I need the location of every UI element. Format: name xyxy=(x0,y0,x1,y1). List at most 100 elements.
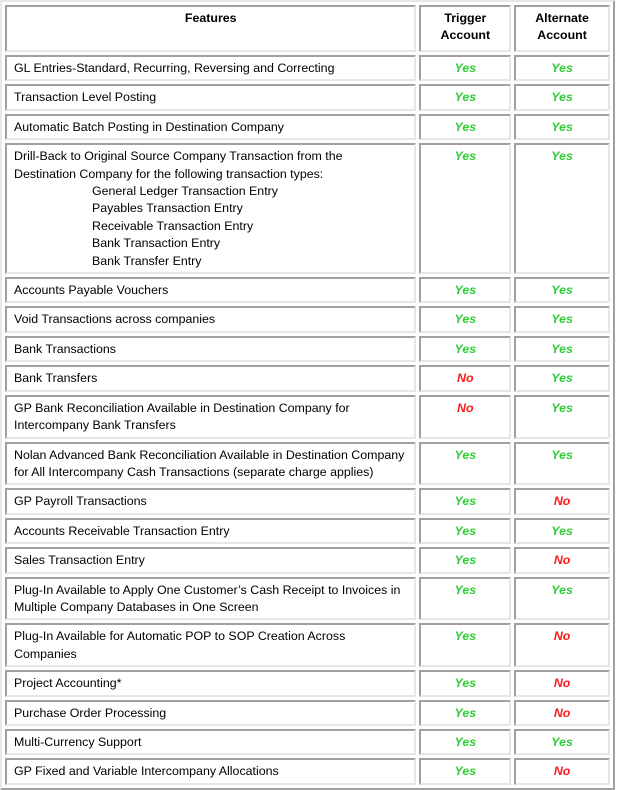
alternate-account-header: Alternate Account xyxy=(514,5,610,52)
feature-text: Plug-In Available for Automatic POP to S… xyxy=(14,629,346,661)
feature-cell: Sales Transaction Entry xyxy=(5,547,417,574)
alternate-account-value: Yes xyxy=(514,441,610,486)
table-row: GP Bank Reconciliation Available in Dest… xyxy=(5,394,610,439)
table-row: GP Fixed and Variable Intercompany Alloc… xyxy=(5,758,610,785)
alternate-account-value: Yes xyxy=(514,394,610,439)
feature-text: Transaction Level Posting xyxy=(14,90,157,105)
table-row: Accounts Payable Vouchers Yes Yes xyxy=(5,277,610,304)
feature-text: Void Transactions across companies xyxy=(14,312,216,327)
feature-cell: Accounts Payable Vouchers xyxy=(5,277,417,304)
feature-text: Bank Transfers xyxy=(14,371,98,386)
alternate-account-value: No xyxy=(514,670,610,697)
trigger-account-value: Yes xyxy=(419,728,512,756)
trigger-account-value: Yes xyxy=(419,84,512,111)
feature-cell: GL Entries-Standard, Recurring, Reversin… xyxy=(5,55,417,82)
table-row: Transaction Level Posting Yes Yes xyxy=(5,84,610,111)
trigger-account-value: Yes xyxy=(419,758,512,785)
feature-text: GP Payroll Transactions xyxy=(14,494,147,509)
alternate-account-value: Yes xyxy=(514,55,610,82)
alternate-account-value: No xyxy=(514,547,610,574)
alternate-account-value: No xyxy=(514,488,610,515)
alternate-account-value: Yes xyxy=(514,143,610,275)
alternate-account-value: Yes xyxy=(514,517,610,545)
alternate-account-value: Yes xyxy=(514,306,610,333)
alternate-account-value: Yes xyxy=(514,277,610,304)
feature-cell: GP Payroll Transactions xyxy=(5,488,417,515)
trigger-account-value: Yes xyxy=(419,441,512,486)
feature-text: Purchase Order Processing xyxy=(14,705,167,720)
feature-cell: Automatic Batch Posting in Destination C… xyxy=(5,113,417,141)
transaction-type-item: Bank Transfer Entry xyxy=(92,253,202,268)
trigger-account-value: Yes xyxy=(419,55,512,82)
table-row: Drill-Back to Original Source Company Tr… xyxy=(5,143,610,275)
table-row: Purchase Order Processing Yes No xyxy=(5,699,610,726)
feature-cell: GP Fixed and Variable Intercompany Alloc… xyxy=(5,758,417,785)
feature-cell: Bank Transactions xyxy=(5,335,417,363)
feature-cell: GP Bank Reconciliation Available in Dest… xyxy=(5,394,417,439)
trigger-account-value: Yes xyxy=(419,488,512,515)
feature-cell: Void Transactions across companies xyxy=(5,306,417,333)
table-row: Bank Transfers No Yes xyxy=(5,365,610,392)
trigger-account-header: Trigger Account xyxy=(419,5,512,52)
transaction-type-item: Payables Transaction Entry xyxy=(92,201,243,216)
feature-cell: Nolan Advanced Bank Reconciliation Avail… xyxy=(5,441,417,486)
feature-text: Multi-Currency Support xyxy=(14,734,142,749)
table-row: Project Accounting* Yes No xyxy=(5,670,610,697)
feature-cell: Transaction Level Posting xyxy=(5,84,417,111)
trigger-account-value: Yes xyxy=(419,699,512,726)
feature-text: Drill-Back to Original Source Company Tr… xyxy=(14,149,343,181)
trigger-account-value: Yes xyxy=(419,277,512,304)
transaction-type-item: Bank Transaction Entry xyxy=(92,236,221,251)
trigger-account-value: Yes xyxy=(419,670,512,697)
header-row: Features Trigger Account Alternate Accou… xyxy=(5,5,610,52)
feature-text: Accounts Receivable Transaction Entry xyxy=(14,523,230,538)
feature-text: Sales Transaction Entry xyxy=(14,553,145,568)
transaction-type-item: General Ledger Transaction Entry xyxy=(92,184,278,199)
trigger-account-value: Yes xyxy=(419,517,512,545)
trigger-account-value: Yes xyxy=(419,576,512,621)
feature-text: GP Fixed and Variable Intercompany Alloc… xyxy=(14,764,279,779)
trigger-account-value: Yes xyxy=(419,335,512,363)
trigger-account-value: Yes xyxy=(419,547,512,574)
feature-cell: Drill-Back to Original Source Company Tr… xyxy=(5,143,417,275)
trigger-account-value: No xyxy=(419,394,512,439)
alternate-account-value: Yes xyxy=(514,365,610,392)
feature-text: Automatic Batch Posting in Destination C… xyxy=(14,119,284,134)
trigger-account-value: No xyxy=(419,365,512,392)
transaction-type-item: Receivable Transaction Entry xyxy=(92,218,254,233)
table-row: Plug-In Available to Apply One Customer’… xyxy=(5,576,610,621)
alternate-account-value: Yes xyxy=(514,728,610,756)
trigger-account-value: Yes xyxy=(419,143,512,275)
alternate-account-value: Yes xyxy=(514,335,610,363)
feature-text: Nolan Advanced Bank Reconciliation Avail… xyxy=(14,447,405,479)
trigger-account-value: Yes xyxy=(419,306,512,333)
table-row: Multi-Currency Support Yes Yes xyxy=(5,728,610,756)
alternate-account-value: No xyxy=(514,699,610,726)
table-row: Bank Transactions Yes Yes xyxy=(5,335,610,363)
feature-cell: Project Accounting* xyxy=(5,670,417,697)
table-row: GP Payroll Transactions Yes No xyxy=(5,488,610,515)
feature-text: Project Accounting* xyxy=(14,676,122,691)
table-row: Nolan Advanced Bank Reconciliation Avail… xyxy=(5,441,610,486)
table-row: Void Transactions across companies Yes Yes xyxy=(5,306,610,333)
alternate-account-value: Yes xyxy=(514,84,610,111)
alternate-account-value: No xyxy=(514,758,610,785)
table-row: Plug-In Available for Automatic POP to S… xyxy=(5,623,610,668)
feature-cell: Accounts Receivable Transaction Entry xyxy=(5,517,417,545)
features-header: Features xyxy=(5,5,417,52)
alternate-account-value: No xyxy=(514,623,610,668)
feature-text: GP Bank Reconciliation Available in Dest… xyxy=(14,400,350,433)
feature-cell: Multi-Currency Support xyxy=(5,728,417,756)
feature-cell: Bank Transfers xyxy=(5,365,417,392)
feature-text: Bank Transactions xyxy=(14,341,116,356)
feature-text: GL Entries-Standard, Recurring, Reversin… xyxy=(14,61,335,75)
feature-text: Accounts Payable Vouchers xyxy=(14,283,169,298)
trigger-account-value: Yes xyxy=(419,623,512,668)
feature-text: Plug-In Available to Apply One Customer’… xyxy=(14,582,401,614)
table-row: Accounts Receivable Transaction Entry Yes… xyxy=(5,517,610,545)
alternate-account-value: Yes xyxy=(514,576,610,621)
feature-cell: Plug-In Available to Apply One Customer’… xyxy=(5,576,417,621)
trigger-account-value: Yes xyxy=(419,113,512,141)
feature-cell: Purchase Order Processing xyxy=(5,699,417,726)
